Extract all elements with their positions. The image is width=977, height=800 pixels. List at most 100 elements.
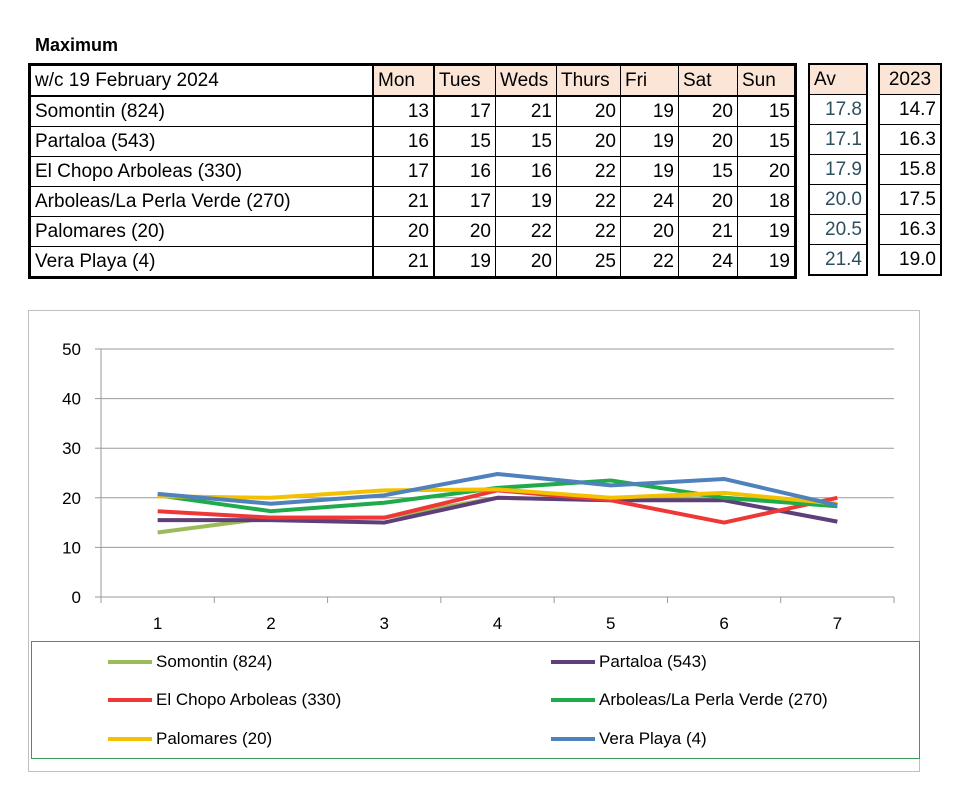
station-name: Somontin (824) bbox=[29, 95, 374, 127]
temperature-cell: 20 bbox=[372, 216, 435, 247]
temperature-cell: 19 bbox=[495, 186, 557, 217]
average-cell: 20.5 bbox=[808, 214, 868, 245]
chart-legend: Somontin (824) Partaloa (543) El Chopo Arb… bbox=[31, 641, 920, 759]
station-name: Partaloa (543) bbox=[29, 126, 374, 157]
y-tick-label: 10 bbox=[62, 538, 81, 557]
series-line bbox=[157, 495, 838, 525]
temperature-cell: 20 bbox=[620, 216, 679, 247]
temperature-cell: 16 bbox=[433, 156, 496, 187]
day-header: Fri bbox=[620, 64, 679, 97]
series-line bbox=[157, 487, 838, 506]
station-name: Vera Playa (4) bbox=[29, 246, 374, 278]
temperature-cell: 19 bbox=[433, 246, 496, 278]
x-tick-label: 5 bbox=[606, 614, 615, 633]
temperature-cell: 15 bbox=[737, 126, 796, 157]
year-2023-cell: 17.5 bbox=[878, 184, 942, 215]
temperature-cell: 21 bbox=[495, 95, 557, 127]
y-tick-label: 50 bbox=[62, 340, 81, 359]
temperature-cell: 18 bbox=[737, 186, 796, 217]
legend-swatch bbox=[108, 660, 152, 664]
temperature-cell: 19 bbox=[737, 246, 796, 278]
legend-label: Partaloa (543) bbox=[599, 652, 707, 671]
year-2023-cell: 16.3 bbox=[878, 214, 942, 245]
legend-label: El Chopo Arboleas (330) bbox=[156, 690, 342, 709]
temperature-cell: 15 bbox=[495, 126, 557, 157]
legend-item: Arboleas/La Perla Verde (270) bbox=[551, 690, 828, 710]
temperature-cell: 19 bbox=[620, 95, 679, 127]
y-tick-label: 40 bbox=[62, 390, 81, 409]
temperature-cell: 19 bbox=[737, 216, 796, 247]
year-2023-cell: 19.0 bbox=[878, 244, 942, 276]
y-tick-label: 0 bbox=[72, 588, 81, 607]
temperature-cell: 22 bbox=[556, 156, 621, 187]
station-name: Arboleas/La Perla Verde (270) bbox=[29, 186, 374, 217]
legend-swatch bbox=[551, 698, 595, 702]
chart-plot: 0 10 20 30 40 50 1 2 3 4 5 6 7 bbox=[62, 340, 895, 633]
legend-label: Somontin (824) bbox=[156, 652, 273, 671]
week-label: w/c 19 February 2024 bbox=[29, 64, 374, 97]
temperature-table: w/c 19 February 2024 Mon Tues Weds Thurs… bbox=[28, 63, 797, 279]
temperature-cell: 24 bbox=[678, 246, 738, 278]
day-header: Mon bbox=[372, 64, 435, 97]
temperature-cell: 19 bbox=[620, 156, 679, 187]
temperature-cell: 15 bbox=[737, 95, 796, 127]
year-2023-cell: 14.7 bbox=[878, 94, 942, 125]
x-tick-label: 1 bbox=[153, 614, 162, 633]
y-tick-label: 30 bbox=[62, 439, 81, 458]
temperature-cell: 17 bbox=[372, 156, 435, 187]
x-tick-label: 3 bbox=[379, 614, 388, 633]
legend-label: Palomares (20) bbox=[156, 729, 273, 748]
x-tick-label: 2 bbox=[266, 614, 275, 633]
temperature-cell: 17 bbox=[433, 95, 496, 127]
temperature-cell: 22 bbox=[556, 216, 621, 247]
table-row: El Chopo Arboleas (330) 17 16 16 22 19 15 20 bbox=[29, 156, 796, 187]
temperature-cell: 22 bbox=[556, 186, 621, 217]
day-header: Tues bbox=[433, 64, 496, 97]
temperature-cell: 17 bbox=[433, 186, 496, 217]
day-header: Sat bbox=[678, 64, 738, 97]
legend-item: El Chopo Arboleas (330) bbox=[108, 690, 341, 710]
temperature-cell: 22 bbox=[620, 246, 679, 278]
av-header: Av bbox=[808, 63, 868, 95]
temperature-cell: 16 bbox=[372, 126, 435, 157]
temperature-cell: 25 bbox=[556, 246, 621, 278]
year-2023-table: 2023 14.7 16.3 15.8 17.5 16.3 19.0 bbox=[878, 63, 942, 276]
year-2023-cell: 16.3 bbox=[878, 124, 942, 155]
average-table: Av 17.8 17.1 17.9 20.0 20.5 21.4 bbox=[808, 63, 868, 276]
temperature-cell: 19 bbox=[620, 126, 679, 157]
day-header: Thurs bbox=[556, 64, 621, 97]
station-name: El Chopo Arboleas (330) bbox=[29, 156, 374, 187]
legend-item: Somontin (824) bbox=[108, 652, 272, 672]
x-tick-label: 7 bbox=[833, 614, 842, 633]
temperature-cell: 22 bbox=[495, 216, 557, 247]
temperature-cell: 20 bbox=[678, 186, 738, 217]
temperature-cell: 24 bbox=[620, 186, 679, 217]
day-header: Sun bbox=[737, 64, 796, 97]
average-cell: 20.0 bbox=[808, 184, 868, 215]
temperature-cell: 15 bbox=[678, 156, 738, 187]
average-cell: 17.9 bbox=[808, 154, 868, 185]
y-tick-label: 20 bbox=[62, 489, 81, 508]
legend-swatch bbox=[108, 737, 152, 741]
chart-title: Maximum bbox=[35, 35, 119, 55]
legend-item: Palomares (20) bbox=[108, 729, 272, 749]
table-row: Vera Playa (4) 21 19 20 25 22 24 19 bbox=[29, 246, 796, 278]
x-tick-label: 4 bbox=[493, 614, 502, 633]
year-2023-cell: 15.8 bbox=[878, 154, 942, 185]
legend-swatch bbox=[551, 737, 595, 741]
average-cell: 21.4 bbox=[808, 244, 868, 276]
legend-item: Partaloa (543) bbox=[551, 652, 707, 672]
temperature-cell: 20 bbox=[495, 246, 557, 278]
temperature-cell: 20 bbox=[556, 126, 621, 157]
temperature-cell: 13 bbox=[372, 95, 435, 127]
legend-item: Vera Playa (4) bbox=[551, 729, 707, 749]
legend-swatch bbox=[551, 660, 595, 664]
temperature-cell: 16 bbox=[495, 156, 557, 187]
table-header-row: w/c 19 February 2024 Mon Tues Weds Thurs… bbox=[29, 64, 796, 97]
table-row: Palomares (20) 20 20 22 22 20 21 19 bbox=[29, 216, 796, 247]
table-row: Somontin (824) 13 17 21 20 19 20 15 bbox=[29, 95, 796, 127]
day-header: Weds bbox=[495, 64, 557, 97]
temperature-cell: 20 bbox=[678, 126, 738, 157]
station-name: Palomares (20) bbox=[29, 216, 374, 247]
temperature-cell: 20 bbox=[433, 216, 496, 247]
